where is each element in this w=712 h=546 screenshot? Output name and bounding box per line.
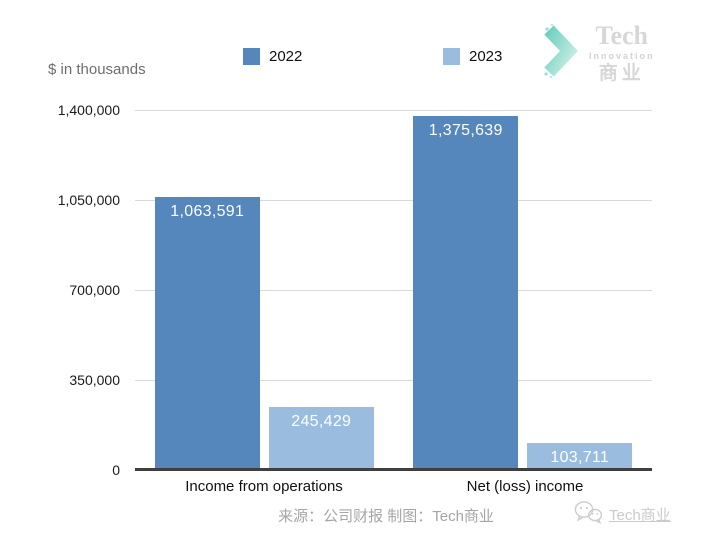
category-label-net-loss-income: Net (loss) income <box>466 478 584 495</box>
chevron-logo-icon <box>543 22 583 85</box>
x-axis-line <box>135 468 652 471</box>
bar-value-label: 103,711 <box>550 449 610 467</box>
bar-value-label: 1,375,639 <box>428 122 503 140</box>
brand-logo-innovation: Innovation <box>589 51 655 61</box>
legend-swatch-2023 <box>443 48 460 65</box>
legend: 2022 2023 <box>0 48 712 68</box>
gridline <box>135 109 652 111</box>
source-credit: 来源：公司财报 制图：Tech商业 <box>278 508 494 525</box>
brand-logo-cn: 商业 <box>598 63 645 84</box>
y-axis-tick-label: 700,000 <box>69 282 120 298</box>
legend-item-2022: 2022 <box>243 48 302 65</box>
y-axis-tick-label: 1,050,000 <box>57 192 120 208</box>
brand-logo-text: Tech Innovation 商业 <box>589 21 655 84</box>
watermark-label: Tech商业 <box>609 507 671 524</box>
category-label-income-from-operations: Income from operations <box>185 478 343 495</box>
gridline <box>135 199 652 201</box>
bar-2022-income-from-operations: 1,063,591 <box>154 196 260 470</box>
bar-2023-net-loss-income: 103,711 <box>527 443 633 470</box>
legend-item-2023: 2023 <box>443 48 502 65</box>
units-label: $ in thousands <box>48 61 146 78</box>
bar-2022-net-loss-income: 1,375,639 <box>413 116 519 470</box>
legend-swatch-2022 <box>243 48 260 65</box>
brand-logo-tech: Tech <box>595 21 649 50</box>
y-axis-tick-label: 350,000 <box>69 372 120 388</box>
bar-value-label: 245,429 <box>291 412 352 430</box>
wechat-icon <box>573 500 603 529</box>
bar-value-label: 1,063,591 <box>170 202 245 220</box>
bar-2023-income-from-operations: 245,429 <box>268 406 374 470</box>
brand-logo: Tech Innovation 商业 <box>543 16 673 90</box>
legend-label-2023: 2023 <box>469 48 503 65</box>
y-axis-tick-label: 0 <box>112 462 120 478</box>
gridline <box>135 289 652 291</box>
wechat-watermark: Tech商业 <box>573 500 671 529</box>
y-axis-tick-label: 1,400,000 <box>57 102 120 118</box>
legend-label-2022: 2022 <box>269 48 303 65</box>
gridline <box>135 379 652 381</box>
